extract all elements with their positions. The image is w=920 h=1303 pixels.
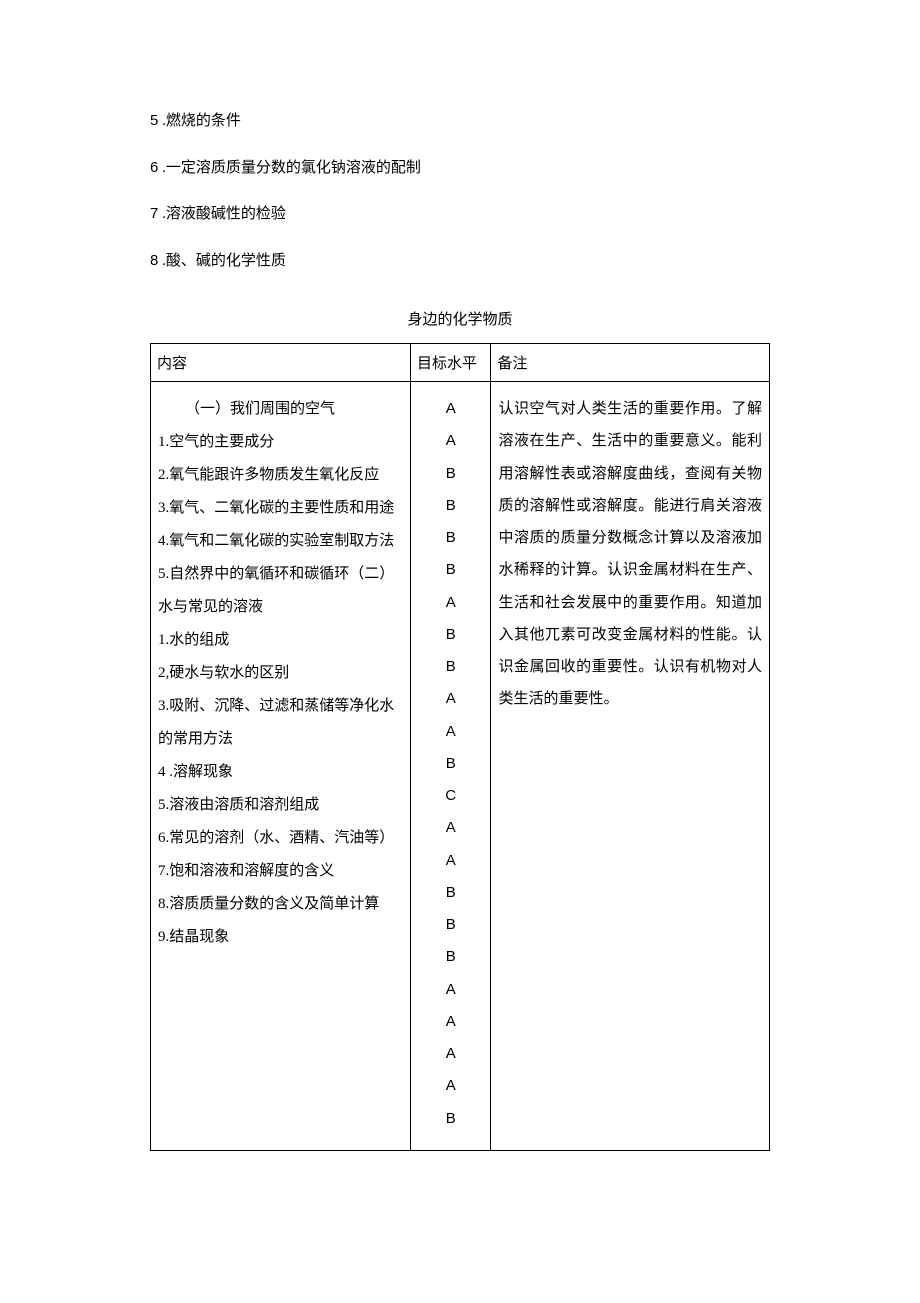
content-line: 4.氧气和二氧化碳的实验室制取方法 bbox=[158, 525, 403, 558]
col-header-level: 目标水平 bbox=[410, 344, 490, 382]
numbered-list-item: 8 .酸、碱的化学性质 bbox=[150, 250, 770, 273]
level-value: B bbox=[418, 877, 483, 909]
content-line: 8.溶质质量分数的含义及简单计算 bbox=[158, 888, 403, 921]
level-value: A bbox=[418, 716, 483, 748]
level-value: C bbox=[418, 780, 483, 812]
level-value: A bbox=[418, 974, 483, 1006]
cell-levels: AABBBBABBAABCAABBBAAAAB bbox=[410, 382, 490, 1151]
numbered-list-item: 7 .溶液酸碱性的检验 bbox=[150, 203, 770, 226]
table-title: 身边的化学物质 bbox=[150, 308, 770, 329]
level-value: B bbox=[418, 522, 483, 554]
level-value: A bbox=[418, 425, 483, 457]
cell-content: （一）我们周围的空气1.空气的主要成分2.氧气能跟许多物质发生氧化反应3.氧气、… bbox=[151, 382, 411, 1151]
col-header-notes: 备注 bbox=[491, 344, 770, 382]
level-value: A bbox=[418, 393, 483, 425]
level-value: A bbox=[418, 812, 483, 844]
level-value: B bbox=[418, 748, 483, 780]
document-page: { "topList": [ { "num": "5", "text": "燃烧… bbox=[0, 0, 920, 1303]
level-value: A bbox=[418, 587, 483, 619]
content-table: 内容 目标水平 备注 （一）我们周围的空气1.空气的主要成分2.氧气能跟许多物质… bbox=[150, 343, 770, 1151]
level-value: A bbox=[418, 845, 483, 877]
content-line: 2.氧气能跟许多物质发生氧化反应 bbox=[158, 459, 403, 492]
content-line: 6.常见的溶剂（水、酒精、汽油等） bbox=[158, 822, 403, 855]
content-line: 9.结晶现象 bbox=[158, 921, 403, 954]
content-line: （一）我们周围的空气 bbox=[158, 393, 403, 426]
content-line: 5.溶液由溶质和溶剂组成 bbox=[158, 789, 403, 822]
level-value: A bbox=[418, 1070, 483, 1102]
numbered-list-item: 6 .一定溶质质量分数的氯化钠溶液的配制 bbox=[150, 157, 770, 180]
content-line: 1.空气的主要成分 bbox=[158, 426, 403, 459]
level-value: B bbox=[418, 909, 483, 941]
content-line: 3.氧气、二氧化碳的主要性质和用途 bbox=[158, 492, 403, 525]
table-header-row: 内容 目标水平 备注 bbox=[151, 344, 770, 382]
content-line: 1.水的组成 bbox=[158, 624, 403, 657]
content-line: 5.自然界中的氧循环和碳循环（二）水与常见的溶液 bbox=[158, 558, 403, 624]
top-numbered-list: 5 .燃烧的条件 6 .一定溶质质量分数的氯化钠溶液的配制 7 .溶液酸碱性的检验 8… bbox=[150, 110, 770, 272]
level-value: B bbox=[418, 490, 483, 522]
table-body-row: （一）我们周围的空气1.空气的主要成分2.氧气能跟许多物质发生氧化反应3.氧气、… bbox=[151, 382, 770, 1151]
level-value: B bbox=[418, 619, 483, 651]
level-value: B bbox=[418, 1103, 483, 1135]
notes-text: 认识空气对人类生活的重要作用。了解溶液在生产、生活中的重要意义。能利用溶解性表或… bbox=[492, 383, 768, 730]
level-value: B bbox=[418, 651, 483, 683]
level-value: A bbox=[418, 683, 483, 715]
content-line: 3.吸附、沉降、过滤和蒸储等净化水的常用方法 bbox=[158, 690, 403, 756]
numbered-list-item: 5 .燃烧的条件 bbox=[150, 110, 770, 133]
cell-notes: 认识空气对人类生活的重要作用。了解溶液在生产、生活中的重要意义。能利用溶解性表或… bbox=[491, 382, 770, 1151]
col-header-content: 内容 bbox=[151, 344, 411, 382]
content-line: 7.饱和溶液和溶解度的含义 bbox=[158, 855, 403, 888]
content-line: 2,硬水与软水的区别 bbox=[158, 657, 403, 690]
content-line: 4 .溶解现象 bbox=[158, 756, 403, 789]
level-value: A bbox=[418, 1006, 483, 1038]
level-value: A bbox=[418, 1038, 483, 1070]
level-value: B bbox=[418, 554, 483, 586]
level-value: B bbox=[418, 458, 483, 490]
level-value: B bbox=[418, 941, 483, 973]
